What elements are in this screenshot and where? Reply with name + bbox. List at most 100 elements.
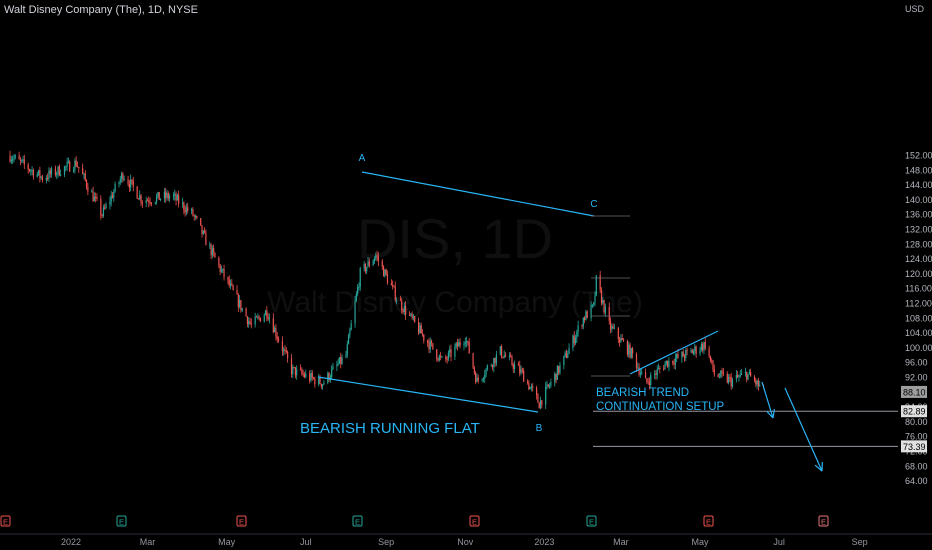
time-tick-label: Jul: [300, 537, 312, 547]
candle-body: [709, 355, 712, 361]
candle-body: [183, 202, 185, 211]
price-tick-label: 136.00: [905, 210, 932, 220]
candle-body: [405, 305, 407, 315]
candle-body: [83, 173, 85, 175]
candle-body: [608, 306, 610, 321]
candle-body: [581, 325, 583, 327]
candle-body: [747, 373, 749, 380]
current-price-tag: 88.10: [903, 387, 926, 397]
candle-body: [194, 216, 197, 218]
candle-body: [729, 377, 731, 379]
candle-body: [547, 384, 549, 387]
channel-lower-line: [317, 376, 539, 413]
candle-body: [536, 387, 538, 395]
candle-body: [309, 373, 311, 381]
candle-body: [250, 323, 252, 325]
time-tick-label: Mar: [140, 537, 156, 547]
candle-body: [703, 341, 705, 351]
candle-body: [538, 402, 540, 409]
candle-body: [372, 260, 374, 266]
candle-body: [331, 369, 333, 378]
candle-body: [255, 316, 258, 318]
candle-body: [9, 155, 11, 162]
candle-body: [157, 192, 159, 197]
candle-body: [211, 248, 213, 256]
candle-body: [311, 373, 313, 378]
candle-body: [655, 373, 657, 375]
candle-body: [305, 373, 307, 377]
candle-body: [283, 349, 285, 352]
candle-body: [644, 372, 647, 379]
candle-body: [223, 268, 225, 278]
candle-body: [10, 159, 12, 162]
candle-body: [663, 368, 665, 370]
candle-body: [565, 352, 568, 358]
candle-body: [686, 350, 688, 352]
candle-body: [394, 286, 396, 301]
candle-body: [656, 369, 658, 375]
time-tick-label: May: [218, 537, 236, 547]
arrow-to-target-1-head: [766, 410, 774, 419]
candle-body: [441, 356, 443, 358]
candle-body: [185, 207, 188, 213]
candle-body: [529, 387, 531, 390]
candle-body: [582, 317, 584, 327]
candle-body: [18, 155, 20, 160]
candle-body: [411, 313, 413, 318]
price-tick-label: 116.00: [905, 284, 932, 294]
candle-body: [149, 202, 151, 204]
candle-body: [635, 353, 638, 368]
candle-body: [69, 161, 71, 172]
candle-body: [113, 191, 115, 198]
candle-body: [275, 327, 277, 337]
time-axis[interactable]: 2022 Mar May Jul Sep Nov 2023 Mar May Jul Sep: [0, 533, 932, 547]
candle-body: [423, 334, 425, 341]
candle-body: [338, 357, 341, 364]
candle-body: [296, 368, 298, 376]
target-1-tag: 82.89: [903, 407, 926, 417]
continuation-setup-label: CONTINUATION SETUP: [596, 401, 725, 413]
candle-body: [131, 179, 133, 181]
candle-body: [475, 372, 477, 383]
candle-body: [459, 342, 461, 346]
candle-body: [412, 316, 415, 318]
candle-body: [420, 325, 422, 334]
candle-body: [519, 365, 521, 374]
price-axis[interactable]: USD 152.00 148.00 144.00 140.00 136.00 132.00 1…: [901, 4, 932, 486]
candle-body: [584, 317, 586, 320]
candle-body: [227, 277, 229, 280]
candle-body: [568, 348, 570, 355]
candle-body: [49, 170, 51, 175]
candle-body: [721, 370, 723, 373]
candle-body: [332, 366, 334, 370]
candle-body: [585, 311, 587, 320]
candle-body: [481, 378, 483, 381]
candle-body: [419, 325, 421, 334]
candle-body: [148, 200, 150, 203]
candle-body: [676, 354, 678, 359]
candle-body: [468, 341, 470, 354]
candle-body: [695, 346, 697, 354]
candle-body: [664, 363, 666, 370]
price-tick-label: 100.00: [905, 343, 932, 353]
candle-body: [447, 352, 450, 360]
candle-body: [23, 159, 25, 165]
candle-body: [476, 377, 478, 383]
candle-body: [432, 343, 434, 350]
candle-body: [681, 351, 683, 358]
candle-body: [41, 176, 44, 181]
symbol-watermark: DIS, 1D Walt Disney Company (The): [267, 207, 643, 319]
candle-body: [159, 198, 162, 201]
candle-body: [392, 285, 394, 287]
candle-body: [472, 353, 474, 368]
time-tick-label: Jul: [773, 537, 785, 547]
candle-body: [154, 202, 156, 204]
candle-body: [187, 207, 189, 211]
candle-body: [545, 386, 547, 405]
candle-body: [267, 316, 269, 320]
candle-body: [730, 377, 732, 387]
candle-body: [205, 232, 207, 246]
earnings-marker-label: E: [355, 518, 360, 527]
